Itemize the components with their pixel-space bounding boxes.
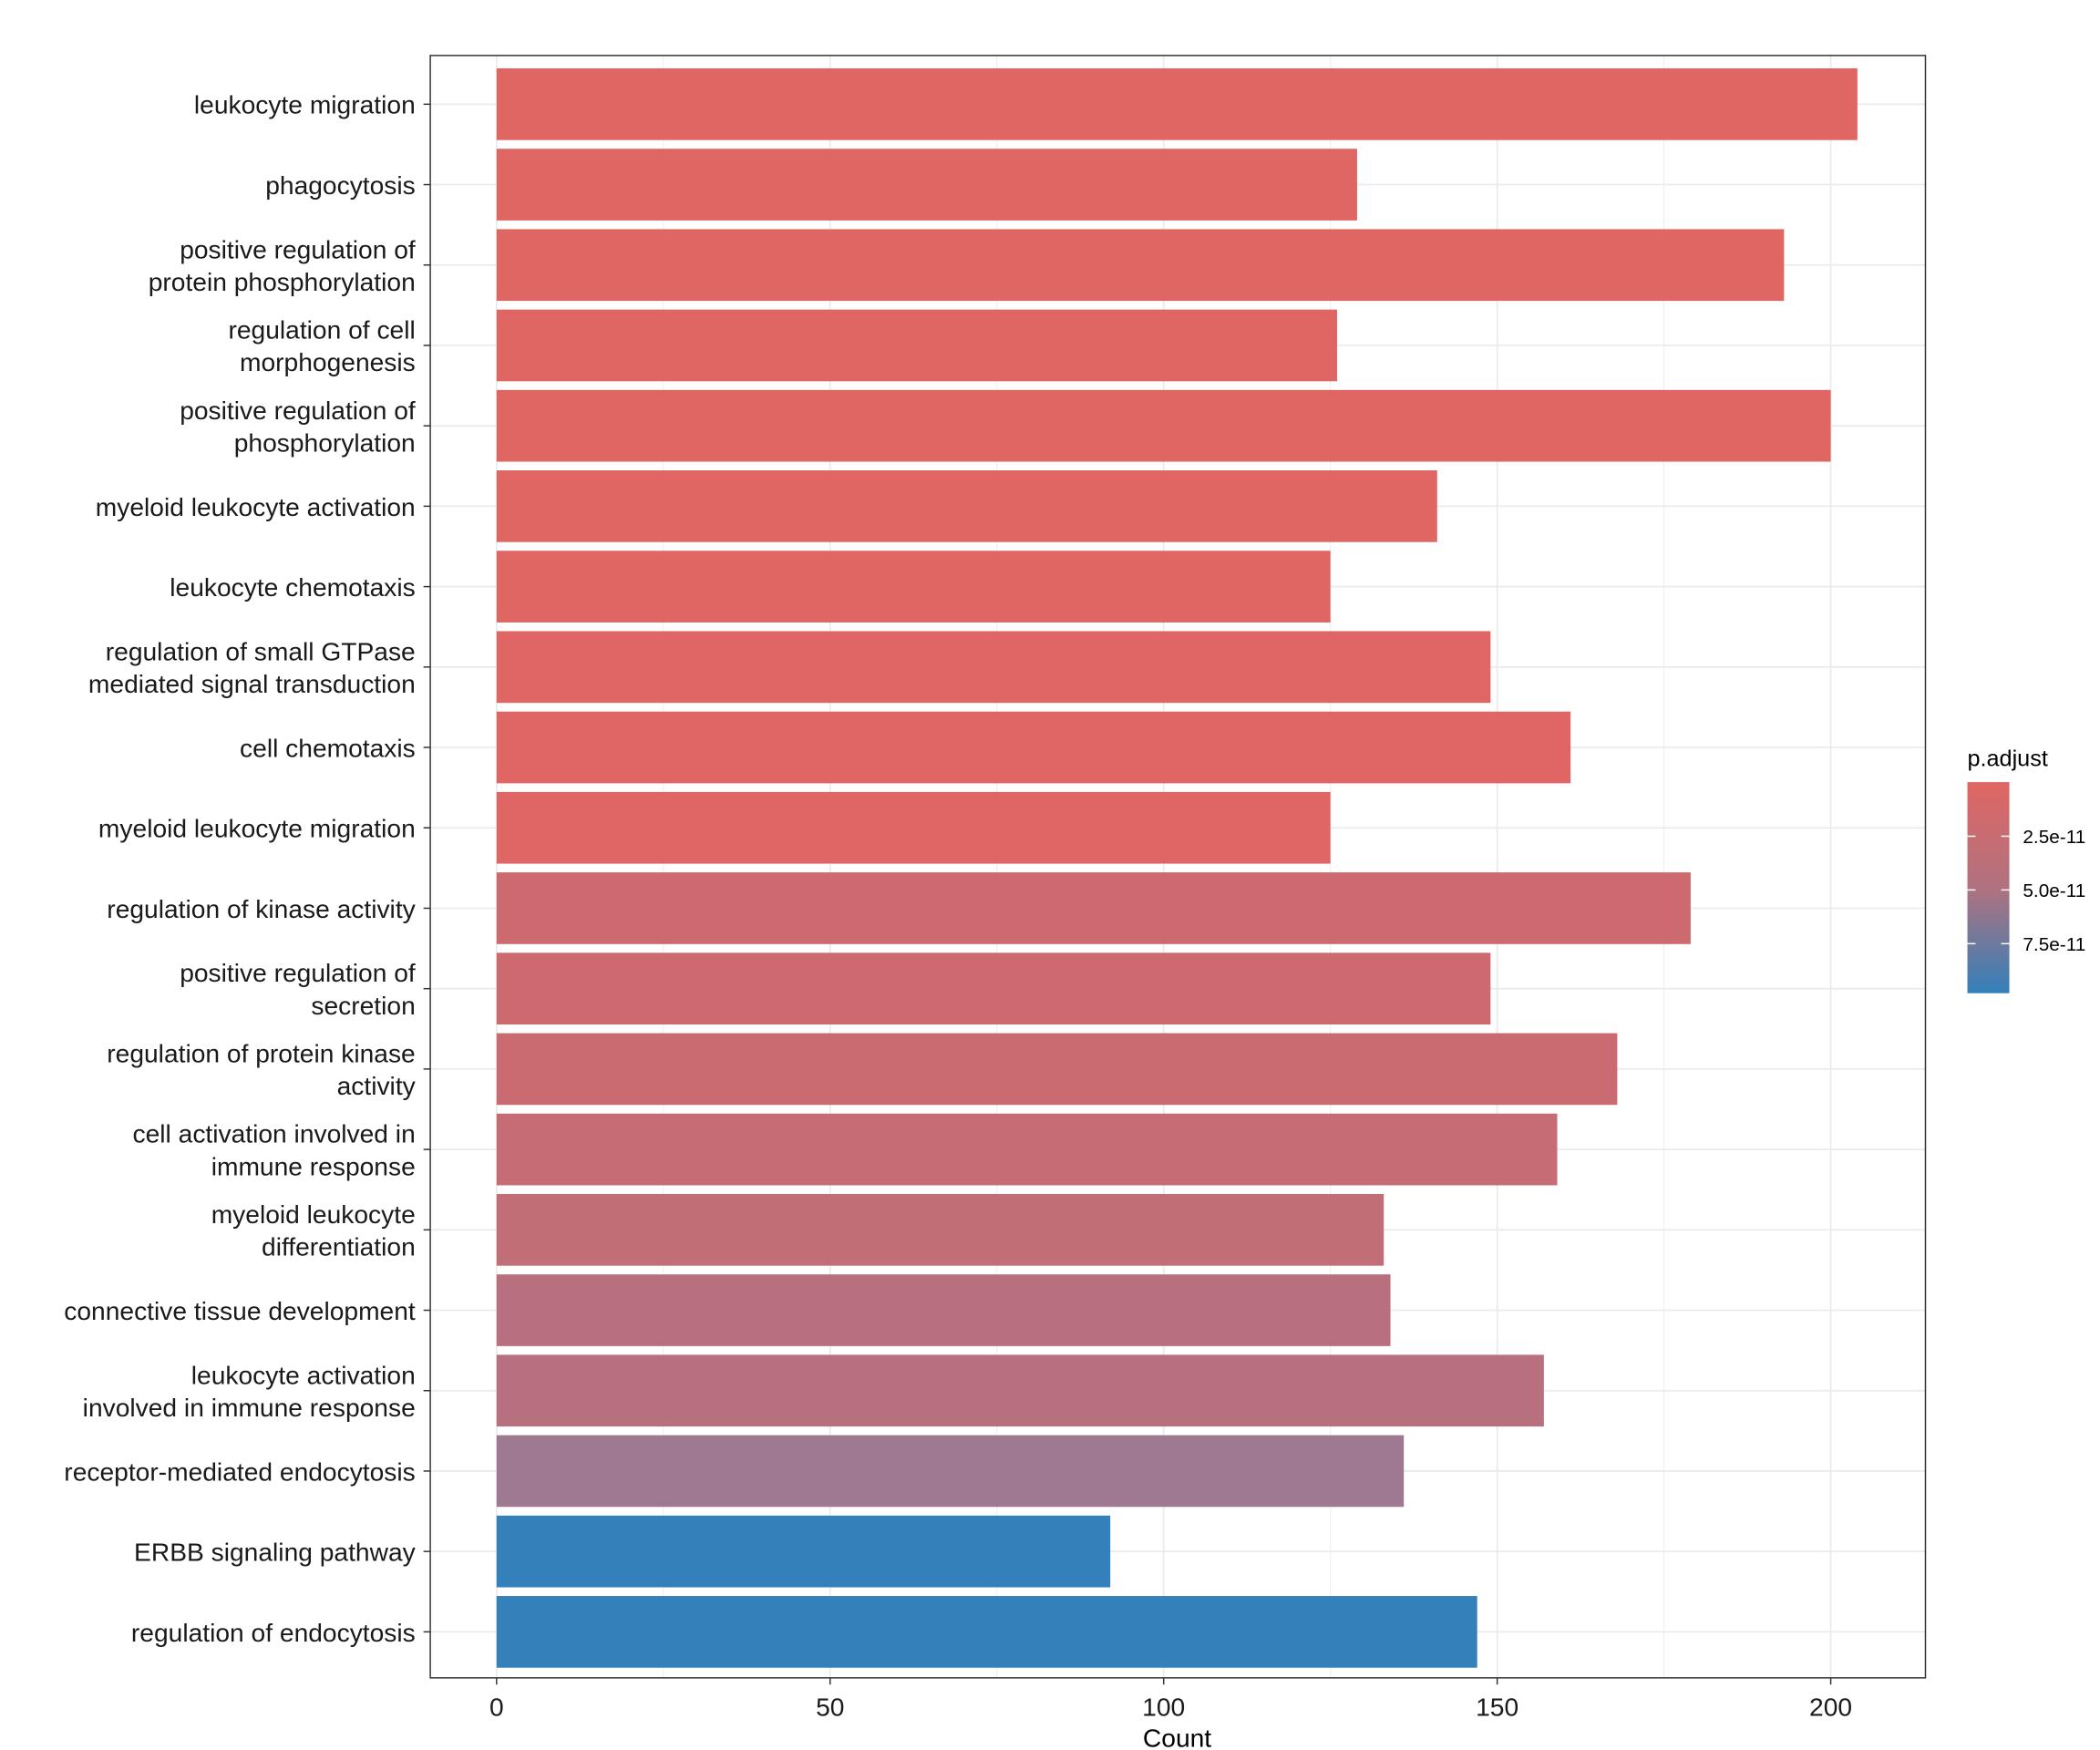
bar — [496, 229, 1785, 302]
y-tick-label: myeloid leukocyte activation — [96, 492, 416, 521]
bar — [496, 1033, 1618, 1106]
y-tick-label: leukocyte activation involved in immune r… — [83, 1360, 416, 1422]
legend: p.adjust 2.5e-11 5.0e-11 7.5e-11 — [1967, 746, 2085, 993]
bar — [496, 1515, 1111, 1588]
y-tick-label-line: myeloid leukocyte — [211, 1199, 416, 1229]
y-tick-label: cell chemotaxis — [240, 733, 416, 762]
bar — [496, 711, 1571, 784]
x-axis-title: Count — [1143, 1724, 1211, 1750]
y-tick-label-line: positive regulation of — [180, 958, 416, 987]
bar — [496, 1274, 1391, 1346]
y-tick-label-line: involved in immune response — [83, 1393, 416, 1422]
y-tick-label-line: secretion — [311, 991, 415, 1020]
bar — [496, 791, 1331, 864]
y-tick-label: receptor-mediated endocytosis — [64, 1457, 415, 1486]
y-tick-label-line: cell activation involved in — [133, 1119, 416, 1148]
bar — [496, 309, 1337, 382]
y-tick-label-line: myeloid leukocyte migration — [98, 814, 416, 843]
y-tick-label-line: leukocyte chemotaxis — [170, 572, 415, 602]
y-tick-label: positive regulation of protein phosphoryl… — [149, 234, 416, 296]
y-tick-label-line: ERBB signaling pathway — [134, 1538, 417, 1567]
y-tick-label-line: differentiation — [262, 1232, 416, 1261]
bar — [496, 470, 1437, 542]
bar — [496, 389, 1831, 462]
bar — [496, 67, 1858, 140]
y-tick-label: regulation of endocytosis — [131, 1618, 416, 1647]
y-tick-label: regulation of cell morphogenesis — [228, 315, 415, 377]
y-tick-label-line: leukocyte migration — [194, 90, 416, 119]
y-tick-label: positive regulation of phosphorylation — [180, 396, 416, 458]
legend-tick-label: 2.5e-11 — [2023, 827, 2085, 848]
bar — [496, 1435, 1405, 1508]
legend-tick-label: 5.0e-11 — [2023, 880, 2085, 901]
y-tick-label: connective tissue development — [64, 1296, 416, 1325]
bar — [496, 551, 1331, 623]
y-tick-label: ERBB signaling pathway — [134, 1538, 417, 1567]
legend-title: p.adjust — [1968, 746, 2048, 771]
panel-border — [429, 55, 1927, 1679]
y-tick-label-line: protein phosphorylation — [149, 267, 416, 296]
y-tick-label-line: regulation of kinase activity — [107, 894, 416, 923]
y-tick-label-line: regulation of protein kinase — [107, 1038, 415, 1067]
y-tick-label: myeloid leukocyte migration — [98, 814, 416, 843]
y-tick-label: myeloid leukocyte differentiation — [211, 1199, 416, 1261]
x-tick-label: 0 — [489, 1692, 504, 1721]
y-tick-label-line: phagocytosis — [265, 170, 416, 200]
bar — [496, 1354, 1544, 1427]
bar — [496, 872, 1691, 944]
y-tick-label: regulation of protein kinase activity — [107, 1038, 416, 1100]
y-tick-label-line: morphogenesis — [240, 347, 416, 376]
y-tick-label: regulation of small GTPase mediated signa… — [88, 636, 416, 698]
y-axis-labels: leukocyte migration phagocytosis positive … — [64, 90, 431, 1647]
y-tick-label-line: regulation of cell — [228, 315, 415, 345]
y-tick-label: leukocyte migration — [194, 90, 416, 119]
y-tick-label-line: immune response — [211, 1151, 416, 1180]
bar — [496, 952, 1491, 1025]
bar — [496, 1113, 1558, 1186]
y-tick-label: phagocytosis — [265, 170, 416, 200]
legend-colorbar — [1967, 782, 2010, 993]
bar — [496, 1596, 1477, 1668]
y-tick-label-line: mediated signal transduction — [88, 669, 416, 698]
y-tick-label-line: positive regulation of — [180, 396, 416, 425]
y-tick-label-line: cell chemotaxis — [240, 733, 416, 762]
y-tick-label-line: phosphorylation — [234, 427, 416, 457]
bar — [496, 1193, 1385, 1266]
bar — [496, 631, 1491, 704]
y-tick-label-line: activity — [337, 1071, 417, 1100]
y-tick-label-line: myeloid leukocyte activation — [96, 492, 416, 521]
y-tick-label-line: leukocyte activation — [191, 1360, 416, 1389]
y-tick-label-line: positive regulation of — [180, 234, 416, 263]
y-tick-label-line: regulation of small GTPase — [106, 636, 416, 665]
legend-tick-label: 7.5e-11 — [2023, 934, 2085, 955]
x-axis-ticks: 0 50 100 150 200 — [489, 1677, 1852, 1721]
y-tick-label: leukocyte chemotaxis — [170, 572, 415, 602]
y-tick-label: cell activation involved in immune respon… — [133, 1119, 416, 1181]
x-tick-label: 200 — [1809, 1692, 1852, 1721]
y-tick-label-line: regulation of endocytosis — [131, 1618, 416, 1647]
x-tick-label: 150 — [1476, 1692, 1518, 1721]
bars — [496, 67, 1858, 1668]
y-tick-label: regulation of kinase activity — [107, 894, 416, 923]
x-tick-label: 50 — [816, 1692, 844, 1721]
y-tick-label-line: receptor-mediated endocytosis — [64, 1457, 415, 1486]
x-tick-label: 100 — [1142, 1692, 1185, 1721]
bar — [496, 149, 1357, 221]
y-tick-label: positive regulation of secretion — [180, 958, 416, 1020]
y-tick-label-line: connective tissue development — [64, 1296, 416, 1325]
